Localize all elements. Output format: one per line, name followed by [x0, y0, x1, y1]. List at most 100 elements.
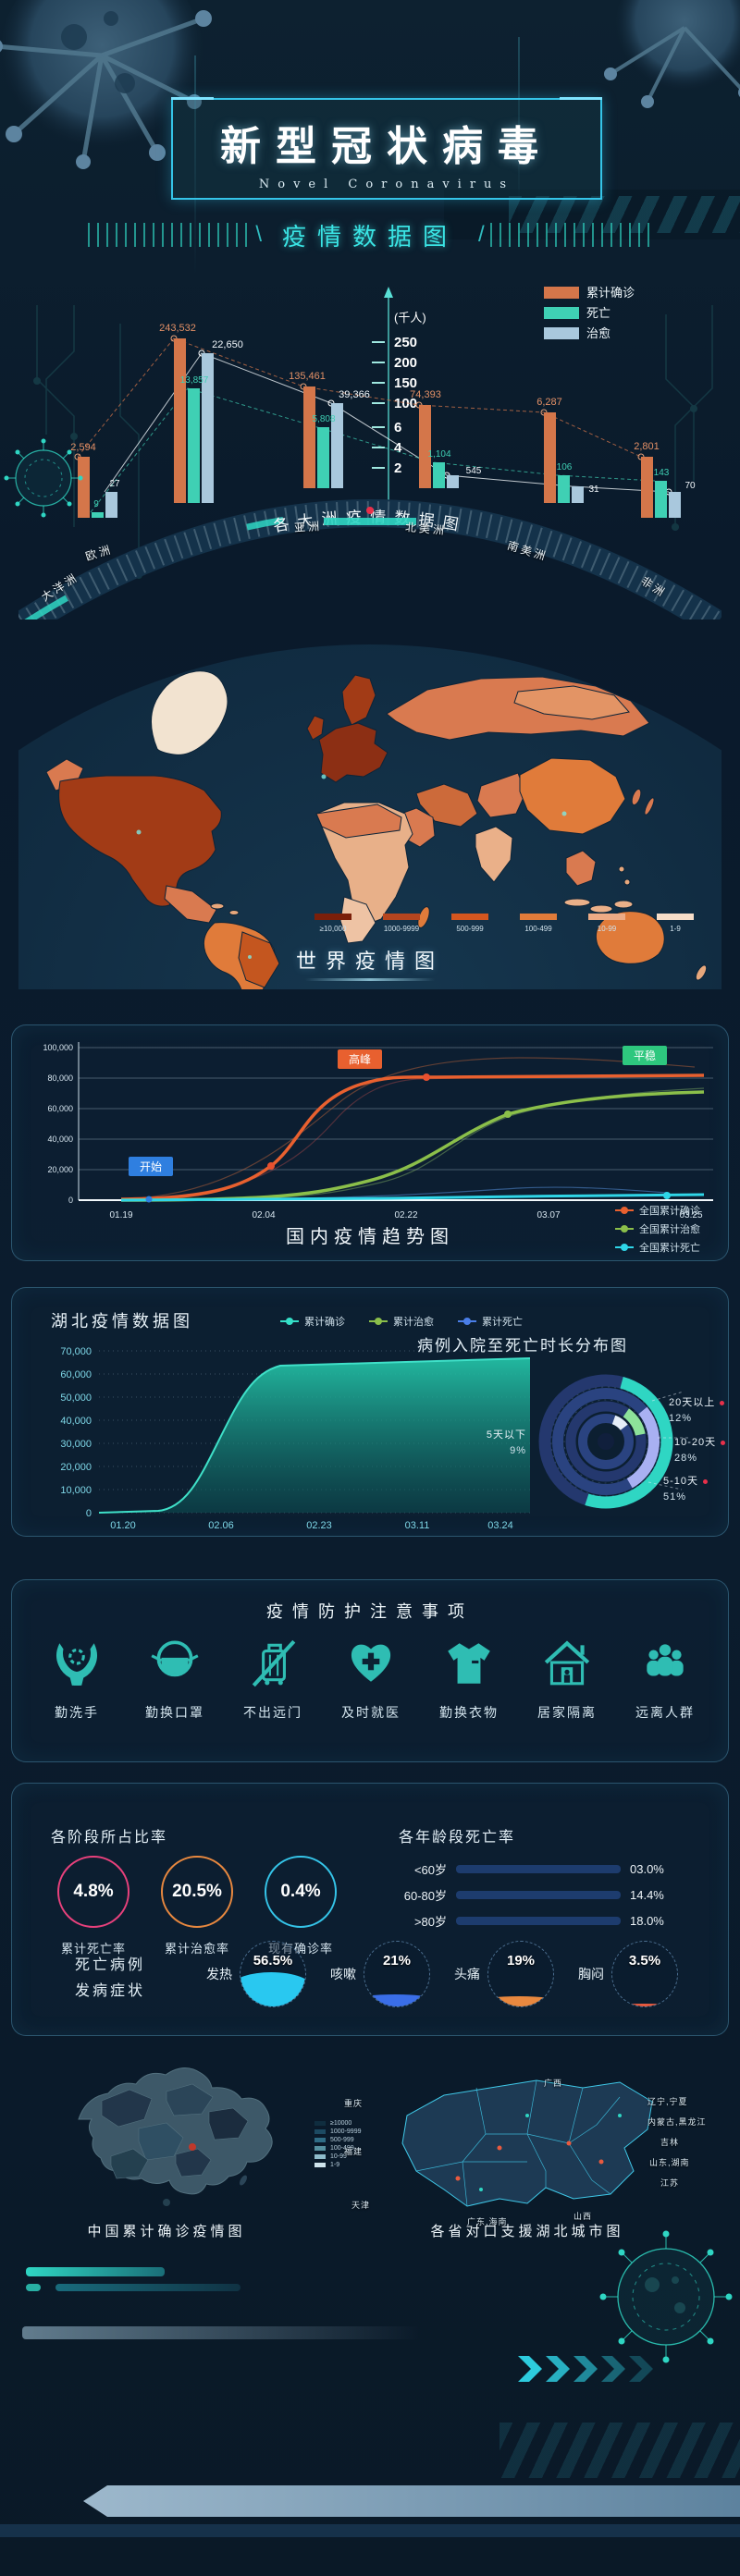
protection-tips-panel: 疫情防护注意事项 勤洗手 勤换口罩	[11, 1579, 729, 1762]
hubei-city-borders	[415, 2079, 621, 2207]
x-tick: 02.06	[208, 1520, 234, 1531]
hubei-map-title: 各省对口支援湖北城市图	[430, 2224, 624, 2239]
duration-title: 病例入院至死亡时长分布图	[417, 1337, 628, 1355]
axis-tick: 100	[394, 396, 417, 411]
tips-items: 勤洗手 勤换口罩 不	[31, 1636, 711, 1722]
tip-label: 远离人群	[635, 1705, 695, 1720]
axis-tick: 200	[394, 355, 417, 371]
tip-avoid-crowds: 远离人群	[619, 1636, 711, 1722]
y-tick: 50,000	[60, 1392, 92, 1404]
stages-title: 各阶段所占比率	[51, 1830, 168, 1846]
province-label: 山西	[574, 2212, 593, 2221]
value-cured: 545	[466, 466, 482, 476]
tip-home-quarantine: 居家隔离	[521, 1636, 613, 1722]
page-subtitle: Novel Coronavirus	[258, 178, 515, 191]
hubei-x-labels: 01.20 02.06 02.23 03.11 03.24	[110, 1520, 513, 1531]
arc-center-dot	[366, 507, 374, 514]
china-map-title: 中国累计确诊疫情图	[87, 2224, 246, 2239]
y-tick: 70,000	[60, 1346, 92, 1357]
x-tick: 02.23	[306, 1520, 332, 1531]
value-deaths: 9	[93, 499, 99, 509]
province-label: 内蒙古,黑龙江	[648, 2117, 707, 2127]
value-confirmed: 243,532	[159, 323, 196, 334]
ages-rows: <60岁 03.0% 60-80岁 14.4% >80岁 18.0%	[389, 1856, 664, 1933]
tip-seek-medical: 及时就医	[325, 1636, 417, 1722]
x-tick: 01.19	[109, 1210, 132, 1221]
province-label: 吉林	[660, 2138, 680, 2147]
x-tick: 03.24	[487, 1520, 513, 1531]
home-quarantine-icon	[544, 1640, 590, 1686]
bar-group-europe: 243,532 13,857 22,650	[159, 323, 243, 503]
legend-label: 累计治愈	[393, 1317, 434, 1328]
legend-label: 死亡	[586, 306, 610, 320]
china-map-legend: ≥10000 1000-9999 500-999 100-499 10-99 1…	[314, 2119, 361, 2169]
continent-bar-chart: (千人) 250 200 150 100 6 4 2 累计确诊 死亡 治愈	[70, 286, 696, 521]
axis-tick: 4	[394, 440, 402, 456]
symptom-label: 头痛	[454, 1967, 480, 1981]
age-value: 18.0%	[630, 1913, 664, 1928]
tip-label: 及时就医	[341, 1705, 401, 1720]
duration-label-5-10: 5-10天 51%	[663, 1473, 728, 1503]
domestic-trend-panel: 100,000 80,000 60,000 40,000 20,000 0 01…	[11, 1024, 729, 1261]
bar-group-asia: 135,461 5,808 39,366	[289, 371, 370, 488]
legend-label: 累计确诊	[304, 1317, 345, 1328]
hubei-outline	[401, 2079, 653, 2207]
value-deaths: 13,857	[180, 375, 209, 386]
age-label: <60岁	[413, 1862, 447, 1877]
hubei-area-chart: 70,000 60,000 50,000 40,000 30,000 20,00…	[60, 1346, 531, 1531]
value-cured: 31	[588, 485, 599, 495]
axis-unit: (千人)	[394, 311, 426, 325]
tip-change-clothes: 勤换衣物	[423, 1636, 515, 1722]
badge-row: \ 疫情数据图 /	[0, 216, 740, 253]
medical-heart-icon	[351, 1644, 391, 1682]
area-fill	[99, 1358, 530, 1513]
trend-markers	[145, 1073, 671, 1203]
footer-strip	[0, 2524, 740, 2537]
footer-arrow-band	[83, 2485, 740, 2517]
age-row-over80: >80岁 18.0%	[389, 1907, 664, 1933]
value-confirmed: 2,801	[634, 441, 660, 452]
page-badge: 疫情数据图	[281, 222, 458, 251]
annotation-peak: 高峰	[349, 1052, 371, 1066]
province-label: 山东,湖南	[649, 2158, 690, 2167]
symptom-value: 56.5%	[253, 1953, 293, 1969]
symptom-value: 19%	[506, 1953, 536, 1969]
continent-shapes	[45, 670, 708, 989]
axis-tick: 2	[394, 460, 401, 476]
y-axis: (千人) 250 200 150 100 6 4 2	[372, 287, 426, 521]
age-row-60-80: 60-80岁 14.4%	[389, 1882, 664, 1907]
value-cured: 70	[684, 481, 696, 491]
symptom-value: 21%	[382, 1953, 412, 1969]
tip-label: 不出远门	[243, 1705, 302, 1720]
virus-wireframe-bottom-right	[599, 2230, 733, 2363]
legend-range: 100-499	[524, 925, 552, 933]
symptom-label: 咳嗽	[330, 1967, 356, 1981]
x-tick: 03.25	[679, 1210, 702, 1221]
x-tick: 03.07	[536, 1210, 560, 1221]
symptom-label: 发热	[206, 1967, 232, 1981]
duration-label-under5: 5天以下 9%	[486, 1429, 526, 1456]
value-confirmed: 135,461	[289, 371, 326, 382]
stage-death-rate: 4.8% 累计死亡率	[45, 1856, 142, 1957]
y-tick: 80,000	[47, 1073, 73, 1083]
city-dots-teal	[479, 2114, 622, 2191]
hubei-panel: 湖北疫情数据图 累计确诊 累计治愈 累计死亡 病例入院至死亡时长分布图 70,0…	[11, 1287, 729, 1537]
age-label: >80岁	[413, 1914, 447, 1929]
value-confirmed: 74,393	[410, 389, 441, 400]
tip-no-travel: 不出远门	[227, 1636, 319, 1722]
tip-label: 勤换衣物	[439, 1705, 499, 1720]
y-tick: 30,000	[60, 1439, 92, 1450]
legend-range: 1-9	[330, 2162, 340, 2168]
annotation-stable: 平稳	[634, 1049, 656, 1062]
trend-annotations: 开始 高峰 平稳	[129, 1046, 667, 1176]
x-tick: 01.20	[110, 1520, 136, 1531]
stage-cure-rate: 20.5% 累计治愈率	[149, 1856, 245, 1957]
hubei-legend: 累计确诊 累计治愈 累计死亡	[280, 1314, 523, 1329]
city-dots	[455, 2141, 604, 2181]
tip-label: 勤洗手	[55, 1705, 99, 1720]
virus-wireframe-left	[4, 438, 83, 518]
europe	[318, 722, 388, 783]
north-america	[58, 775, 222, 907]
province-label: 辽宁,宁夏	[648, 2097, 688, 2106]
title-underline	[305, 978, 435, 981]
